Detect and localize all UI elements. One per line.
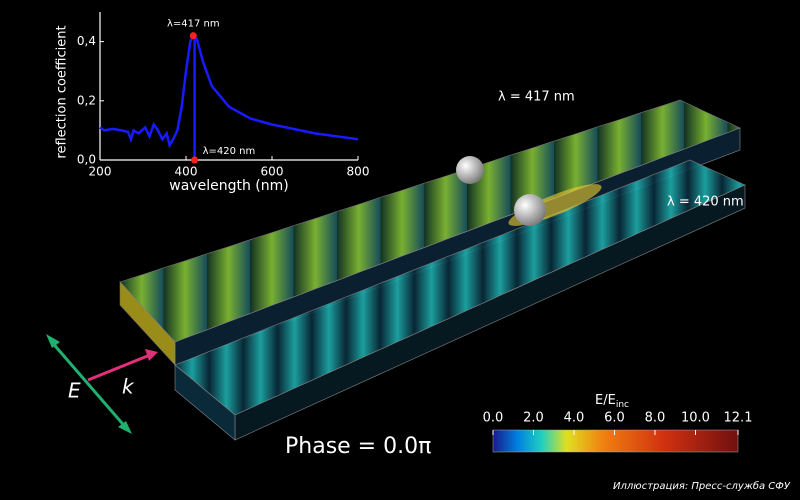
waveguides	[119, 99, 746, 441]
e-label: E	[68, 379, 81, 403]
credit: Иллюстрация: Пресс-служба СФУ	[613, 480, 791, 492]
colorbar-title: E/Einc	[595, 393, 629, 410]
vectors	[46, 334, 158, 434]
inset-chart: 200 400 600 800 0,0 0,2 0,4 wavelength (nm) refl…	[55, 12, 370, 194]
x-tick-label: 800	[347, 165, 370, 179]
phase-label: Phase = 0.0π	[285, 434, 431, 459]
annotation-point	[189, 32, 197, 40]
colorbar-scale	[492, 429, 739, 453]
data-line	[99, 33, 359, 149]
k-label: k	[122, 375, 135, 399]
x-tick-label: 600	[261, 165, 284, 179]
y-axis-label: reflection coefficient	[55, 25, 70, 158]
colorbar-tick-label: 2.0	[523, 411, 544, 426]
wave-label: λ = 420 nm	[667, 195, 744, 210]
y-tick-label: 0,4	[77, 34, 96, 48]
colorbar-title-sub: inc	[616, 400, 629, 410]
colorbar-tick-label: 8.0	[645, 411, 666, 426]
colorbar-tick-label: 0.0	[483, 411, 504, 426]
y-tick-label: 0,2	[77, 93, 96, 107]
annotation-point	[191, 156, 199, 164]
annotation-label: λ=417 nm	[167, 19, 220, 30]
colorbar-tick-label: 10.0	[681, 411, 710, 426]
wave-label: λ = 417 nm	[498, 90, 575, 105]
annotation-label: λ=420 nm	[203, 146, 256, 157]
x-tick-label: 200	[89, 165, 112, 179]
colorbar-title-main: E/E	[595, 393, 616, 408]
colorbar: 0.0 2.0 4.0 6.0 8.0 10.0 12.1 E/Einc	[483, 393, 753, 453]
x-tick-label: 400	[175, 165, 198, 179]
colorbar-tick-label: 12.1	[724, 411, 753, 426]
colorbar-tick-label: 4.0	[564, 411, 585, 426]
x-axis-label: wavelength (nm)	[169, 178, 288, 194]
y-tick-label: 0,0	[77, 153, 96, 167]
colorbar-tick-label: 6.0	[604, 411, 625, 426]
